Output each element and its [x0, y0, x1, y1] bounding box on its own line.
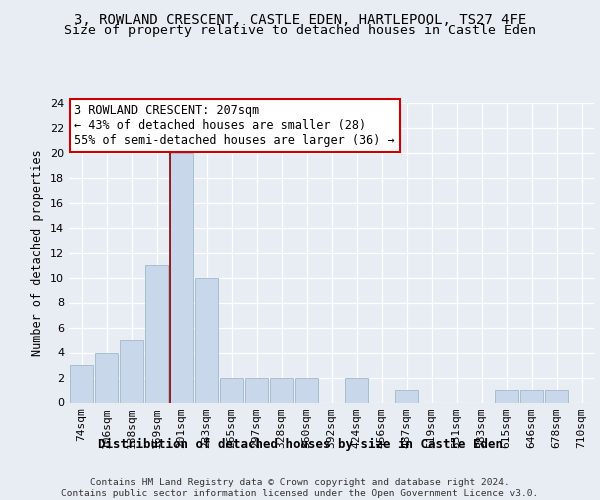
Bar: [170, 152, 193, 402]
Bar: [245, 378, 268, 402]
Bar: [120, 340, 143, 402]
Text: 3, ROWLAND CRESCENT, CASTLE EDEN, HARTLEPOOL, TS27 4FE: 3, ROWLAND CRESCENT, CASTLE EDEN, HARTLE…: [74, 12, 526, 26]
Bar: [295, 378, 318, 402]
Bar: [145, 265, 168, 402]
Bar: [70, 365, 93, 403]
Bar: [395, 390, 418, 402]
Text: Distribution of detached houses by size in Castle Eden: Distribution of detached houses by size …: [97, 438, 503, 450]
Y-axis label: Number of detached properties: Number of detached properties: [31, 149, 44, 356]
Bar: [495, 390, 518, 402]
Bar: [270, 378, 293, 402]
Text: Contains HM Land Registry data © Crown copyright and database right 2024.
Contai: Contains HM Land Registry data © Crown c…: [61, 478, 539, 498]
Bar: [345, 378, 368, 402]
Text: Size of property relative to detached houses in Castle Eden: Size of property relative to detached ho…: [64, 24, 536, 37]
Bar: [520, 390, 543, 402]
Text: 3 ROWLAND CRESCENT: 207sqm
← 43% of detached houses are smaller (28)
55% of semi: 3 ROWLAND CRESCENT: 207sqm ← 43% of deta…: [74, 104, 395, 147]
Bar: [195, 278, 218, 402]
Bar: [545, 390, 568, 402]
Bar: [220, 378, 243, 402]
Bar: [95, 352, 118, 403]
